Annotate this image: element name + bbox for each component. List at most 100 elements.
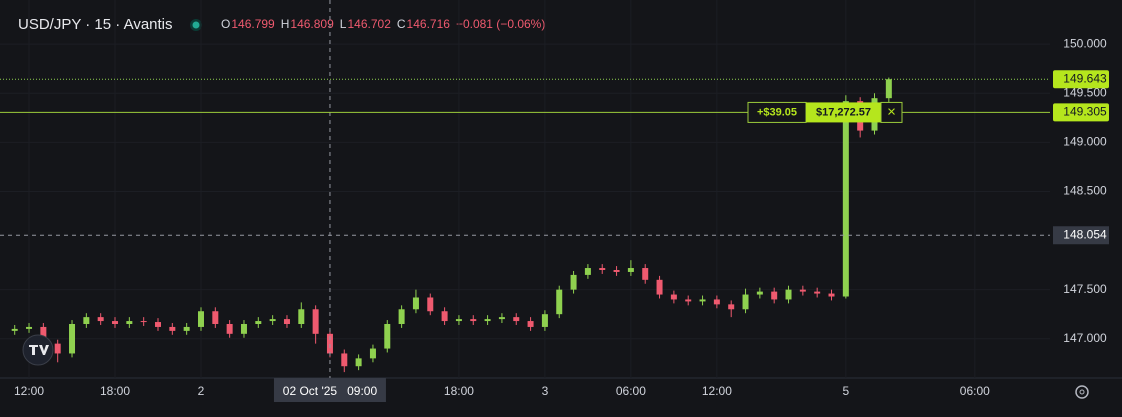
candle-body [513,317,520,322]
candle-body [656,279,663,295]
candle-body [484,319,491,322]
position-price-label: 149.305 [1063,105,1107,119]
x-tick-label: 18:00 [100,384,130,398]
candle-body [11,328,18,331]
last-price-box [1053,70,1109,89]
y-tick-label: 147.000 [1063,331,1107,345]
ohlc-value: 146.716 [407,17,451,31]
x-tick-label: 06:00 [960,384,990,398]
ohlc-key: O [221,17,230,31]
candle-body [814,291,821,294]
ohlc-value: 146.799 [231,17,275,31]
crosshair-y-box [1053,226,1109,245]
candle-body [785,289,792,300]
candle-body [885,79,892,99]
candle-body [226,324,233,334]
candle-body [756,291,763,295]
x-tick-label: 06:00 [616,384,646,398]
logo-circle [22,334,54,366]
amount: $17,272.57 [816,106,871,118]
candle-body [126,321,133,324]
candle-body [713,299,720,305]
x-tick-label: 18:00 [444,384,474,398]
candle-body [584,268,591,275]
ohlc-key: H [281,17,290,31]
candle-body [269,319,276,322]
position-price-box [1053,103,1109,122]
x-tick-label: 12:00 [14,384,44,398]
candle-body [183,326,190,331]
candle-body [728,304,735,310]
ohlc-value: 146.702 [347,17,391,31]
candle-body [613,270,620,272]
candle-body [97,317,104,322]
candle-body [541,314,548,327]
candle-body [26,326,33,329]
ohlc-legend: O 146.799 H 146.809 L 146.702 C 146.716 −0.081 (… [221,17,545,31]
candle-body [699,299,706,302]
candle-body [240,324,247,334]
candle-body [69,324,76,354]
candle-body [112,321,119,324]
gear[interactable] [1075,385,1089,399]
candle-body [384,324,391,349]
amount-box [806,102,881,123]
y-tick-label: 149.500 [1063,85,1107,99]
x-tick-label: 12:00 [702,384,732,398]
candle-body [369,348,376,359]
logo-mark [29,345,49,355]
gear-hub [1079,389,1085,395]
candle-body [83,317,90,324]
crosshair-x-label: 02 Oct '25 09:00 [283,384,378,398]
candle-body [255,321,262,324]
candle-body [155,322,161,327]
candle-body [412,297,419,310]
x-tick-label: 2 [198,384,205,398]
candle-body [140,321,147,323]
candle-body [455,319,462,322]
x-tick-label: 5 [842,384,849,398]
candle-body [341,353,348,367]
candle-body [212,311,219,324]
change: −0.081 (−0.06%) [456,17,545,31]
candle-body [441,311,448,322]
symbol-title: USD/JPY · 15 · Avantis [18,16,173,33]
candle-body [670,294,677,300]
plot: 147.000 147.500 148.500 149.000 149.500 150.0… [0,0,1122,402]
status-dot [192,21,200,29]
candle-body [298,309,305,324]
ohlc-value: 146.809 [290,17,334,31]
candle-body [771,291,778,300]
candle-body [627,268,634,272]
candle-body [498,317,505,320]
ohlc-key: L [340,17,347,31]
candle-body [570,274,577,290]
close-position[interactable]: × [887,103,896,120]
y-tick-label: 148.500 [1063,184,1107,198]
y-tick-label: 149.000 [1063,135,1107,149]
candle-body [355,358,362,367]
candle-body [326,333,333,354]
close-box[interactable] [880,101,903,123]
candle-body [283,319,290,324]
candle-body [742,294,749,310]
y-tick-label: 147.500 [1063,282,1107,296]
settings-icon[interactable] [1075,385,1089,399]
logo [22,334,54,366]
candle-body [685,299,692,302]
candle-body [527,321,534,327]
candle-body [556,289,563,315]
candle-body [599,268,606,270]
candle-body [427,297,434,312]
candle-body [169,326,176,331]
crosshair-y-label: 148.054 [1063,227,1107,241]
last-price-label: 149.643 [1063,71,1107,85]
candle-body [197,311,204,327]
ohlc-key: C [397,17,406,31]
candle-body [642,268,649,280]
candle-body [40,326,47,344]
candle-body [799,289,806,292]
crosshair-x-box [273,378,386,402]
candle-body [54,343,61,354]
